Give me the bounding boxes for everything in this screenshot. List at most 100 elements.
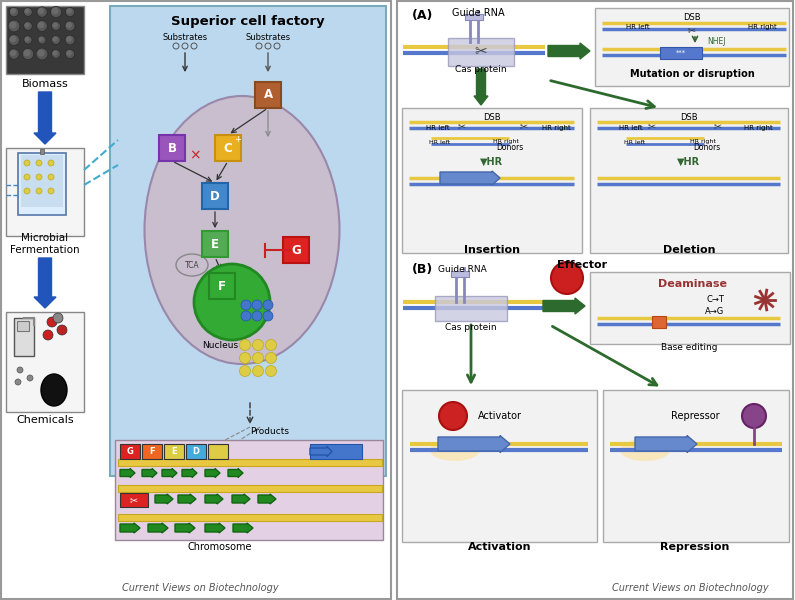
Circle shape xyxy=(10,8,16,14)
Bar xyxy=(465,14,483,20)
Circle shape xyxy=(25,37,29,41)
Text: Cas protein: Cas protein xyxy=(456,65,507,74)
Circle shape xyxy=(39,37,44,41)
Circle shape xyxy=(25,8,29,14)
Circle shape xyxy=(10,22,17,29)
Circle shape xyxy=(37,20,48,31)
Text: Microbial
Fermentation: Microbial Fermentation xyxy=(10,233,80,255)
Ellipse shape xyxy=(430,439,480,461)
Bar xyxy=(208,444,228,459)
Circle shape xyxy=(15,379,21,385)
Text: Superior cell factory: Superior cell factory xyxy=(171,16,325,28)
Circle shape xyxy=(66,22,72,28)
Text: A→G: A→G xyxy=(705,307,724,317)
Bar xyxy=(40,149,44,154)
Circle shape xyxy=(253,340,263,350)
Circle shape xyxy=(52,8,58,14)
Text: D: D xyxy=(210,190,220,202)
Circle shape xyxy=(65,35,75,45)
FancyArrow shape xyxy=(474,69,488,105)
Circle shape xyxy=(8,20,20,32)
Bar xyxy=(590,108,788,253)
Bar xyxy=(14,318,34,356)
Text: ▼HR: ▼HR xyxy=(677,157,700,167)
Text: Effector: Effector xyxy=(557,260,607,270)
Bar xyxy=(118,485,382,492)
Circle shape xyxy=(9,49,19,59)
Text: (B): (B) xyxy=(412,263,433,277)
FancyArrow shape xyxy=(182,469,197,478)
Bar xyxy=(110,6,386,476)
Bar xyxy=(202,183,228,209)
Text: Current Views on Biotechnology: Current Views on Biotechnology xyxy=(122,583,278,593)
Circle shape xyxy=(24,188,30,194)
Text: HR right: HR right xyxy=(493,139,519,145)
FancyArrow shape xyxy=(34,92,56,144)
FancyArrow shape xyxy=(175,523,195,533)
Bar xyxy=(603,390,789,542)
FancyArrow shape xyxy=(438,436,510,452)
Bar xyxy=(310,444,362,459)
FancyArrow shape xyxy=(120,523,140,533)
Circle shape xyxy=(253,352,263,364)
Circle shape xyxy=(551,262,583,294)
Circle shape xyxy=(47,317,57,327)
Bar xyxy=(164,444,184,459)
Circle shape xyxy=(52,22,60,31)
Circle shape xyxy=(38,8,44,14)
Circle shape xyxy=(52,22,58,28)
FancyArrow shape xyxy=(258,494,276,504)
Text: HR right: HR right xyxy=(541,125,570,131)
Circle shape xyxy=(24,50,30,56)
Text: Guide RNA: Guide RNA xyxy=(437,265,487,275)
Text: Chromosome: Chromosome xyxy=(188,542,252,552)
Bar xyxy=(118,514,382,521)
Text: HR right: HR right xyxy=(690,139,716,145)
Circle shape xyxy=(52,37,57,41)
FancyArrow shape xyxy=(148,523,168,533)
Circle shape xyxy=(241,300,251,310)
Bar xyxy=(21,155,63,207)
Text: HR left: HR left xyxy=(429,139,451,145)
Circle shape xyxy=(52,50,57,56)
Text: ✂: ✂ xyxy=(475,44,487,59)
Text: Activation: Activation xyxy=(468,542,532,552)
Bar xyxy=(142,444,162,459)
Text: HR left: HR left xyxy=(626,24,650,30)
Text: ✂: ✂ xyxy=(458,121,466,131)
Text: Cas protein: Cas protein xyxy=(445,323,497,331)
Circle shape xyxy=(266,365,277,377)
Bar xyxy=(451,271,469,277)
FancyArrow shape xyxy=(178,494,196,504)
Text: F: F xyxy=(218,280,226,292)
Bar xyxy=(6,148,84,236)
Text: Deaminase: Deaminase xyxy=(658,279,727,289)
Circle shape xyxy=(36,48,48,60)
Circle shape xyxy=(38,36,46,44)
FancyArrow shape xyxy=(548,43,590,59)
Circle shape xyxy=(742,404,766,428)
Circle shape xyxy=(43,330,53,340)
Text: Products: Products xyxy=(250,427,289,437)
Text: Substrates: Substrates xyxy=(162,34,207,43)
Circle shape xyxy=(37,7,47,17)
Circle shape xyxy=(263,300,273,310)
Bar xyxy=(120,493,148,507)
Text: G: G xyxy=(291,244,301,257)
Circle shape xyxy=(57,325,67,335)
Circle shape xyxy=(37,49,45,56)
Circle shape xyxy=(37,22,45,28)
Bar xyxy=(202,231,228,257)
Circle shape xyxy=(65,49,75,59)
Bar xyxy=(186,444,206,459)
Text: G: G xyxy=(126,447,134,456)
FancyArrow shape xyxy=(310,446,332,457)
Text: ***: *** xyxy=(676,50,686,56)
Bar xyxy=(448,38,514,66)
Bar xyxy=(18,153,66,215)
Circle shape xyxy=(24,22,33,31)
Circle shape xyxy=(252,300,262,310)
Circle shape xyxy=(10,36,16,42)
Circle shape xyxy=(48,174,54,180)
Circle shape xyxy=(52,50,60,58)
